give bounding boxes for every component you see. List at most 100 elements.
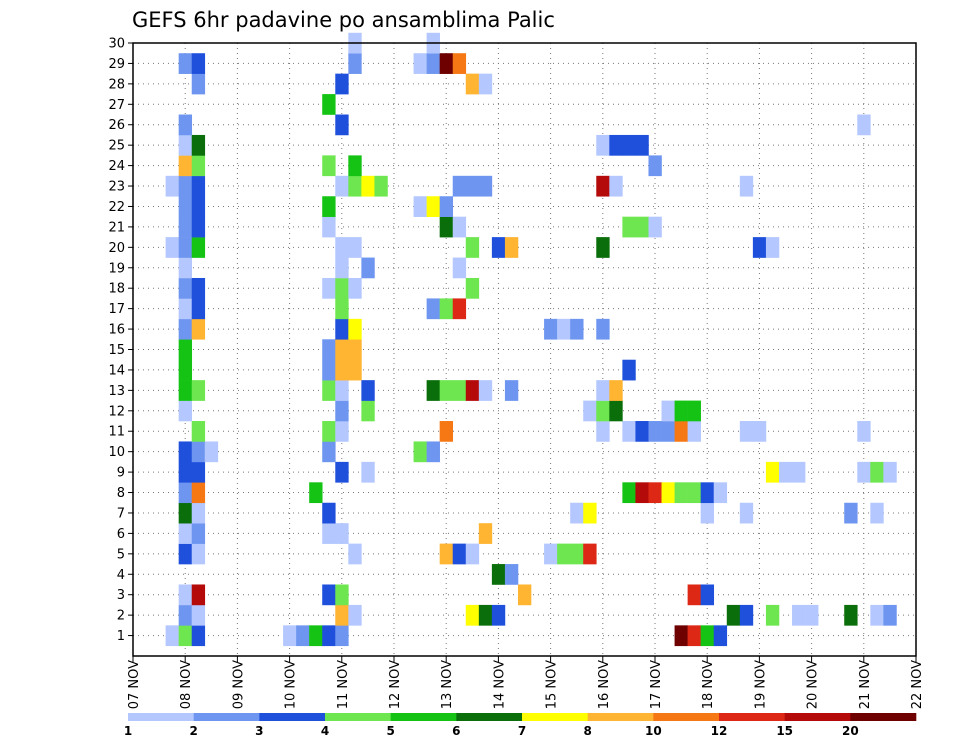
data-cell bbox=[361, 461, 375, 483]
data-cell bbox=[439, 380, 454, 401]
legend-label: 5 bbox=[386, 724, 394, 738]
data-cell bbox=[178, 523, 193, 544]
data-cell bbox=[426, 196, 440, 217]
y-tick-label: 20 bbox=[108, 241, 125, 256]
x-tick-label: 11 NOV bbox=[336, 660, 351, 709]
data-cell bbox=[883, 604, 897, 626]
data-cell bbox=[335, 380, 349, 401]
data-cell bbox=[322, 584, 336, 606]
data-cell bbox=[178, 298, 193, 320]
data-cell bbox=[191, 155, 206, 177]
data-cell bbox=[465, 604, 480, 626]
legend-swatch bbox=[653, 713, 720, 721]
data-cell bbox=[465, 543, 480, 565]
data-cell bbox=[178, 604, 193, 626]
y-axis: 1234567891011121314151617181920212223242… bbox=[108, 37, 133, 644]
data-cell bbox=[739, 502, 754, 524]
data-cell bbox=[178, 482, 193, 504]
data-cell bbox=[504, 564, 519, 585]
data-cell bbox=[452, 216, 467, 238]
data-cell bbox=[413, 53, 427, 74]
data-cell bbox=[439, 196, 454, 217]
data-cell bbox=[570, 502, 584, 524]
data-cell bbox=[178, 584, 193, 606]
data-cell bbox=[687, 584, 701, 606]
legend-label: 15 bbox=[776, 724, 793, 738]
data-cell bbox=[178, 461, 193, 483]
data-cell bbox=[348, 543, 362, 565]
data-cell bbox=[322, 155, 336, 177]
data-cell bbox=[191, 175, 206, 197]
data-cell bbox=[452, 298, 467, 320]
data-cell bbox=[439, 298, 454, 320]
data-cell bbox=[322, 421, 336, 442]
data-cell bbox=[687, 482, 701, 504]
data-cell bbox=[465, 73, 480, 95]
data-cell bbox=[583, 502, 597, 524]
data-cell bbox=[165, 625, 179, 647]
data-cell bbox=[348, 175, 362, 197]
data-cell bbox=[491, 237, 506, 258]
legend-label: 1 bbox=[124, 724, 132, 738]
data-cell bbox=[544, 318, 558, 340]
data-cell bbox=[348, 237, 362, 258]
data-cell bbox=[335, 461, 349, 483]
data-cell bbox=[439, 216, 454, 238]
data-cell bbox=[478, 73, 493, 95]
data-cell bbox=[296, 625, 310, 647]
data-cell bbox=[348, 359, 362, 381]
data-cell bbox=[361, 380, 375, 401]
data-cell bbox=[335, 175, 349, 197]
data-cell bbox=[322, 216, 336, 238]
data-cell bbox=[322, 625, 336, 647]
data-cell bbox=[335, 584, 349, 606]
data-cell bbox=[191, 298, 206, 320]
data-cell bbox=[622, 482, 636, 504]
data-cell bbox=[191, 502, 206, 524]
legend-swatch bbox=[784, 713, 851, 721]
data-cell bbox=[857, 114, 871, 136]
data-cell bbox=[191, 441, 206, 463]
x-tick-label: 13 NOV bbox=[440, 660, 455, 709]
data-cell bbox=[191, 543, 206, 565]
data-cell bbox=[204, 441, 219, 463]
data-cell bbox=[178, 53, 193, 74]
legend-label: 10 bbox=[645, 724, 662, 738]
data-cell bbox=[322, 380, 336, 401]
data-cell bbox=[452, 543, 467, 565]
data-cell bbox=[635, 421, 649, 442]
data-cell bbox=[191, 482, 206, 504]
data-cell bbox=[478, 604, 493, 626]
data-cell bbox=[792, 604, 806, 626]
data-cell bbox=[178, 339, 193, 361]
data-cell bbox=[335, 277, 349, 299]
data-cell bbox=[478, 175, 493, 197]
data-cell bbox=[609, 175, 623, 197]
data-cell bbox=[674, 400, 688, 422]
y-tick-label: 19 bbox=[108, 261, 125, 276]
data-cell bbox=[178, 441, 193, 463]
data-cell bbox=[191, 196, 206, 217]
data-cell bbox=[335, 625, 349, 647]
data-cell bbox=[452, 257, 467, 279]
data-cell bbox=[191, 134, 206, 156]
data-cell bbox=[426, 380, 440, 401]
y-tick-label: 11 bbox=[108, 425, 125, 440]
data-cell bbox=[674, 421, 688, 442]
legend-label: 7 bbox=[518, 724, 526, 738]
y-tick-label: 5 bbox=[117, 547, 125, 562]
data-cell bbox=[596, 380, 610, 401]
data-cell bbox=[648, 482, 662, 504]
y-tick-label: 14 bbox=[108, 363, 125, 378]
data-cell bbox=[191, 216, 206, 238]
data-cell bbox=[322, 196, 336, 217]
legend-label: 12 bbox=[711, 724, 728, 738]
data-cell bbox=[844, 604, 858, 626]
data-cell bbox=[765, 604, 780, 626]
data-cell bbox=[335, 73, 349, 95]
y-tick-label: 21 bbox=[108, 220, 125, 235]
data-cell bbox=[178, 502, 193, 524]
legend-swatch bbox=[850, 713, 917, 721]
chart-title: GEFS 6hr padavine po ansamblima Palic bbox=[132, 8, 555, 32]
data-cell bbox=[622, 216, 636, 238]
